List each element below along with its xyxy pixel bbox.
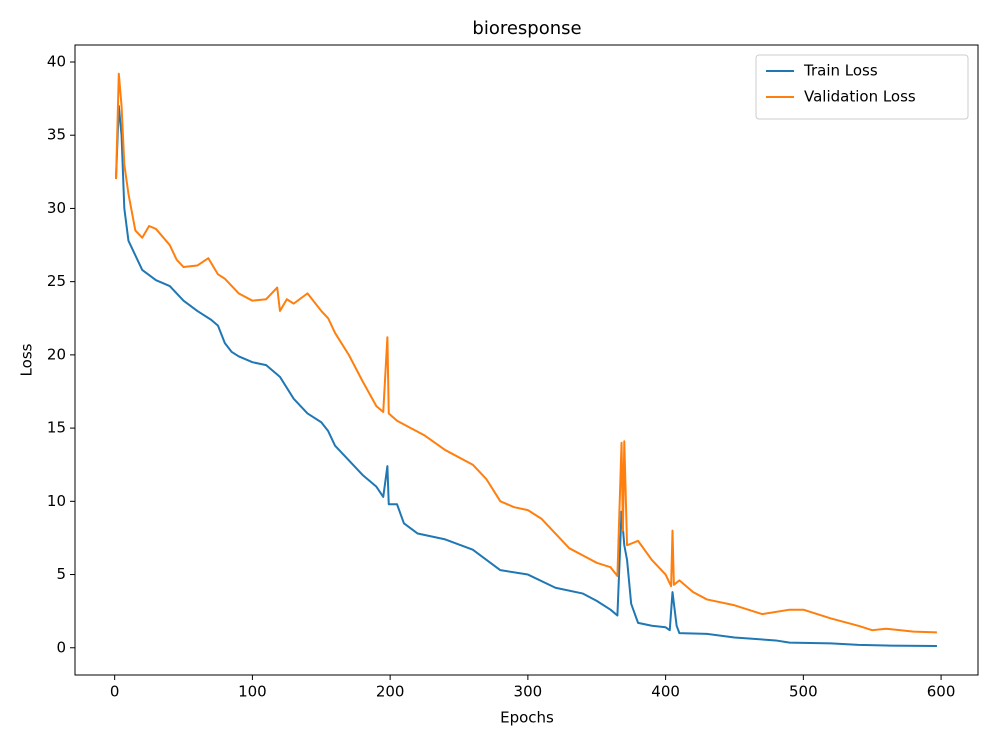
chart-title: bioresponse — [472, 18, 581, 39]
x-tick-label: 0 — [110, 683, 120, 701]
y-tick-label: 25 — [47, 272, 66, 290]
y-tick-label: 0 — [56, 638, 66, 656]
legend-label: Validation Loss — [804, 88, 916, 106]
y-tick-label: 30 — [47, 199, 66, 217]
legend-label: Train Loss — [803, 62, 878, 80]
y-tick-label: 15 — [47, 419, 66, 437]
line-series — [115, 104, 937, 647]
y-tick-label: 5 — [56, 565, 66, 583]
x-tick-label: 100 — [238, 683, 267, 701]
x-tick-label: 400 — [651, 683, 680, 701]
legend-box — [755, 54, 969, 120]
line-series — [115, 72, 937, 634]
x-tick-label: 500 — [789, 683, 818, 701]
plot-frame — [74, 44, 979, 676]
x-tick-label: 600 — [927, 683, 956, 701]
y-tick-label: 20 — [47, 345, 66, 363]
x-axis-label: Epochs — [500, 709, 554, 727]
y-tick-label: 40 — [47, 52, 66, 70]
y-axis-label: Loss — [18, 343, 36, 376]
y-tick-label: 10 — [47, 492, 66, 510]
x-tick-label: 200 — [376, 683, 405, 701]
y-tick-label: 35 — [47, 126, 66, 144]
x-tick-label: 300 — [514, 683, 543, 701]
